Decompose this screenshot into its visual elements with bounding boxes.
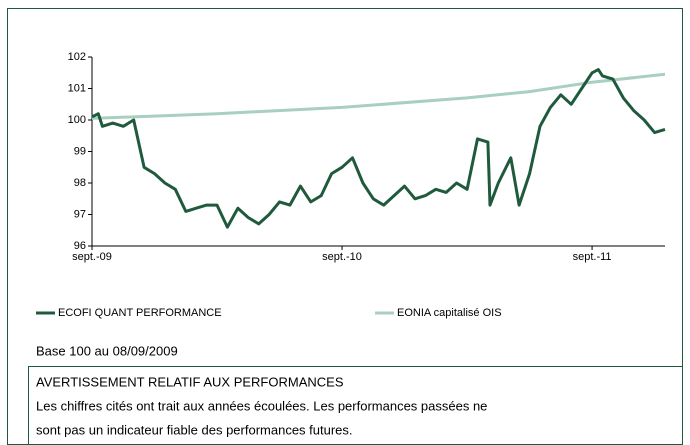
y-tick-label: 97 xyxy=(74,208,86,220)
x-tick-label: sept.-11 xyxy=(573,251,612,263)
legend-label: EONIA capitalisé OIS xyxy=(397,307,502,319)
y-tick-label: 96 xyxy=(74,240,86,252)
series-line xyxy=(91,72,666,120)
legend-label: ECOFI QUANT PERFORMANCE xyxy=(58,307,222,319)
y-tick-label: 102 xyxy=(68,51,86,63)
x-tick-label: sept.-09 xyxy=(72,251,112,263)
y-tick-label: 101 xyxy=(68,82,86,94)
disclaimer-line: Les chiffres cités ont trait aux années … xyxy=(36,398,487,413)
series-line xyxy=(91,68,666,229)
base-note: Base 100 au 08/09/2009 xyxy=(36,343,178,358)
disclaimer-line: sont pas un indicateur fiable des perfor… xyxy=(36,422,353,437)
y-tick-label: 99 xyxy=(74,145,86,157)
y-tick-label: 100 xyxy=(68,114,86,126)
x-tick-label: sept.-10 xyxy=(322,251,362,263)
y-tick-label: 98 xyxy=(74,177,86,189)
disclaimer-title: AVERTISSEMENT RELATIF AUX PERFORMANCES xyxy=(36,374,344,389)
